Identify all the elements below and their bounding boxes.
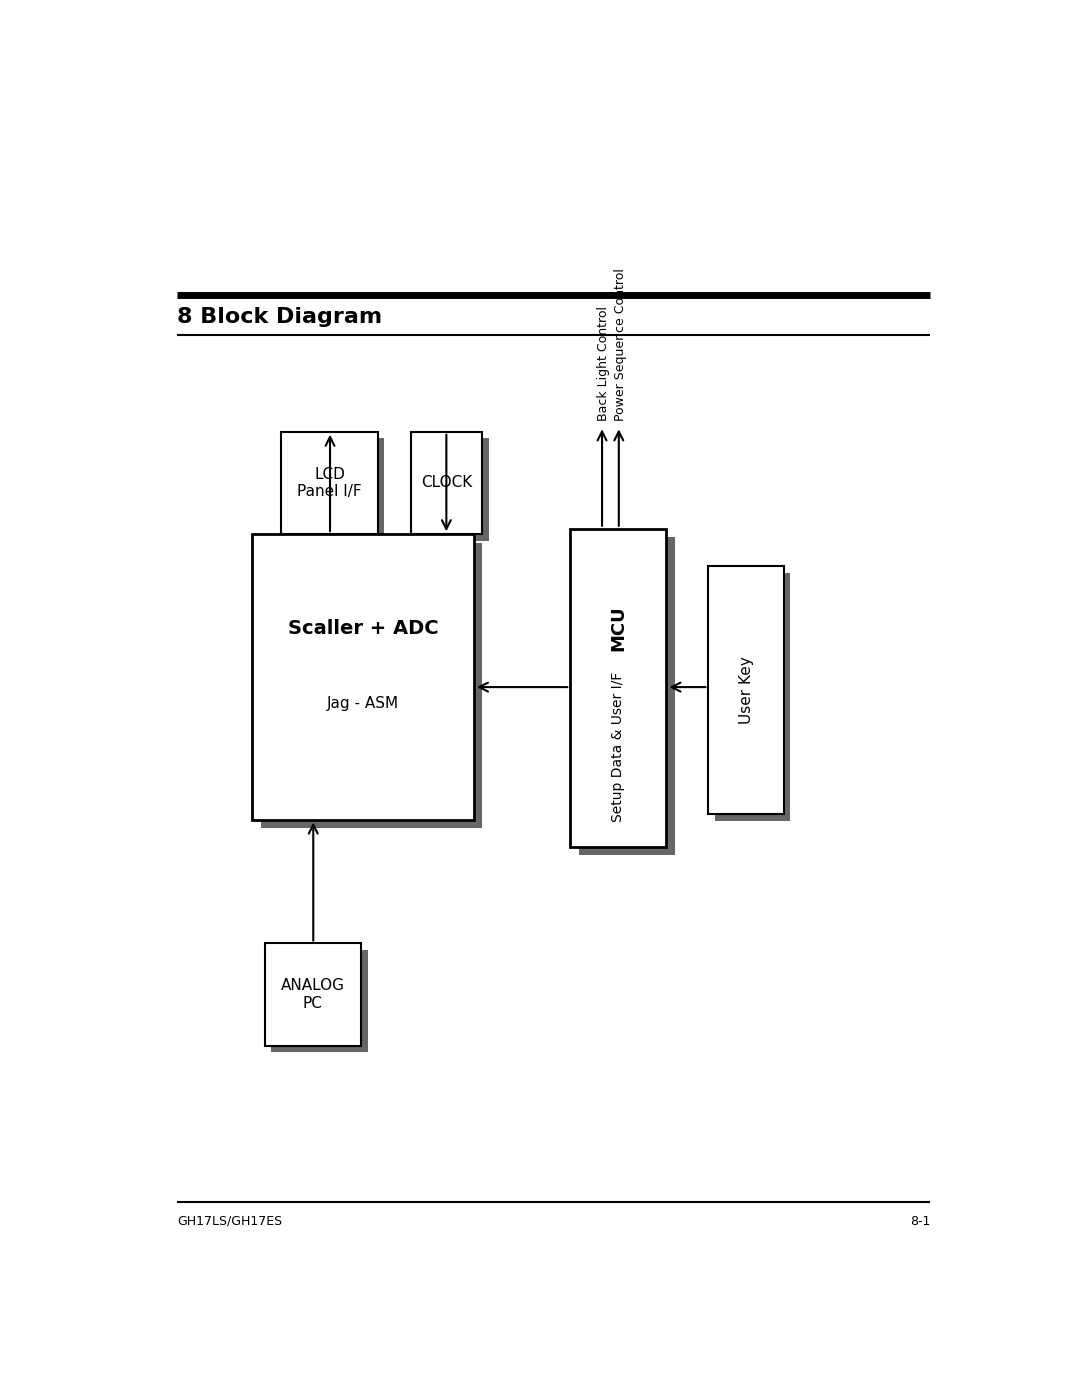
Bar (418, 438, 489, 540)
Text: Back Light Control: Back Light Control (597, 306, 610, 421)
Bar (708, 567, 784, 814)
Text: User Key: User Key (739, 656, 754, 725)
Text: MCU: MCU (609, 606, 627, 651)
Bar (253, 534, 474, 820)
Bar (570, 529, 666, 846)
Text: 8 Block Diagram: 8 Block Diagram (177, 306, 382, 326)
Bar (265, 943, 361, 1046)
Text: GH17LS/GH17ES: GH17LS/GH17ES (177, 1214, 282, 1228)
Bar (271, 950, 367, 1052)
Text: Power Sequence Control: Power Sequence Control (613, 269, 626, 421)
Text: Scaller + ADC: Scaller + ADC (287, 618, 438, 638)
Text: Jag - ASM: Jag - ASM (327, 697, 400, 711)
Text: 8-1: 8-1 (909, 1214, 930, 1228)
Bar (282, 432, 378, 534)
Bar (411, 432, 483, 534)
Bar (260, 543, 483, 828)
Bar (715, 574, 791, 821)
Text: ANALOG
PC: ANALOG PC (281, 978, 345, 1011)
Text: CLOCK: CLOCK (421, 476, 472, 491)
Bar (288, 438, 384, 540)
Text: LCD
Panel I/F: LCD Panel I/F (297, 467, 362, 499)
Bar (579, 537, 675, 855)
Text: Setup Data & User I/F: Setup Data & User I/F (611, 672, 625, 823)
